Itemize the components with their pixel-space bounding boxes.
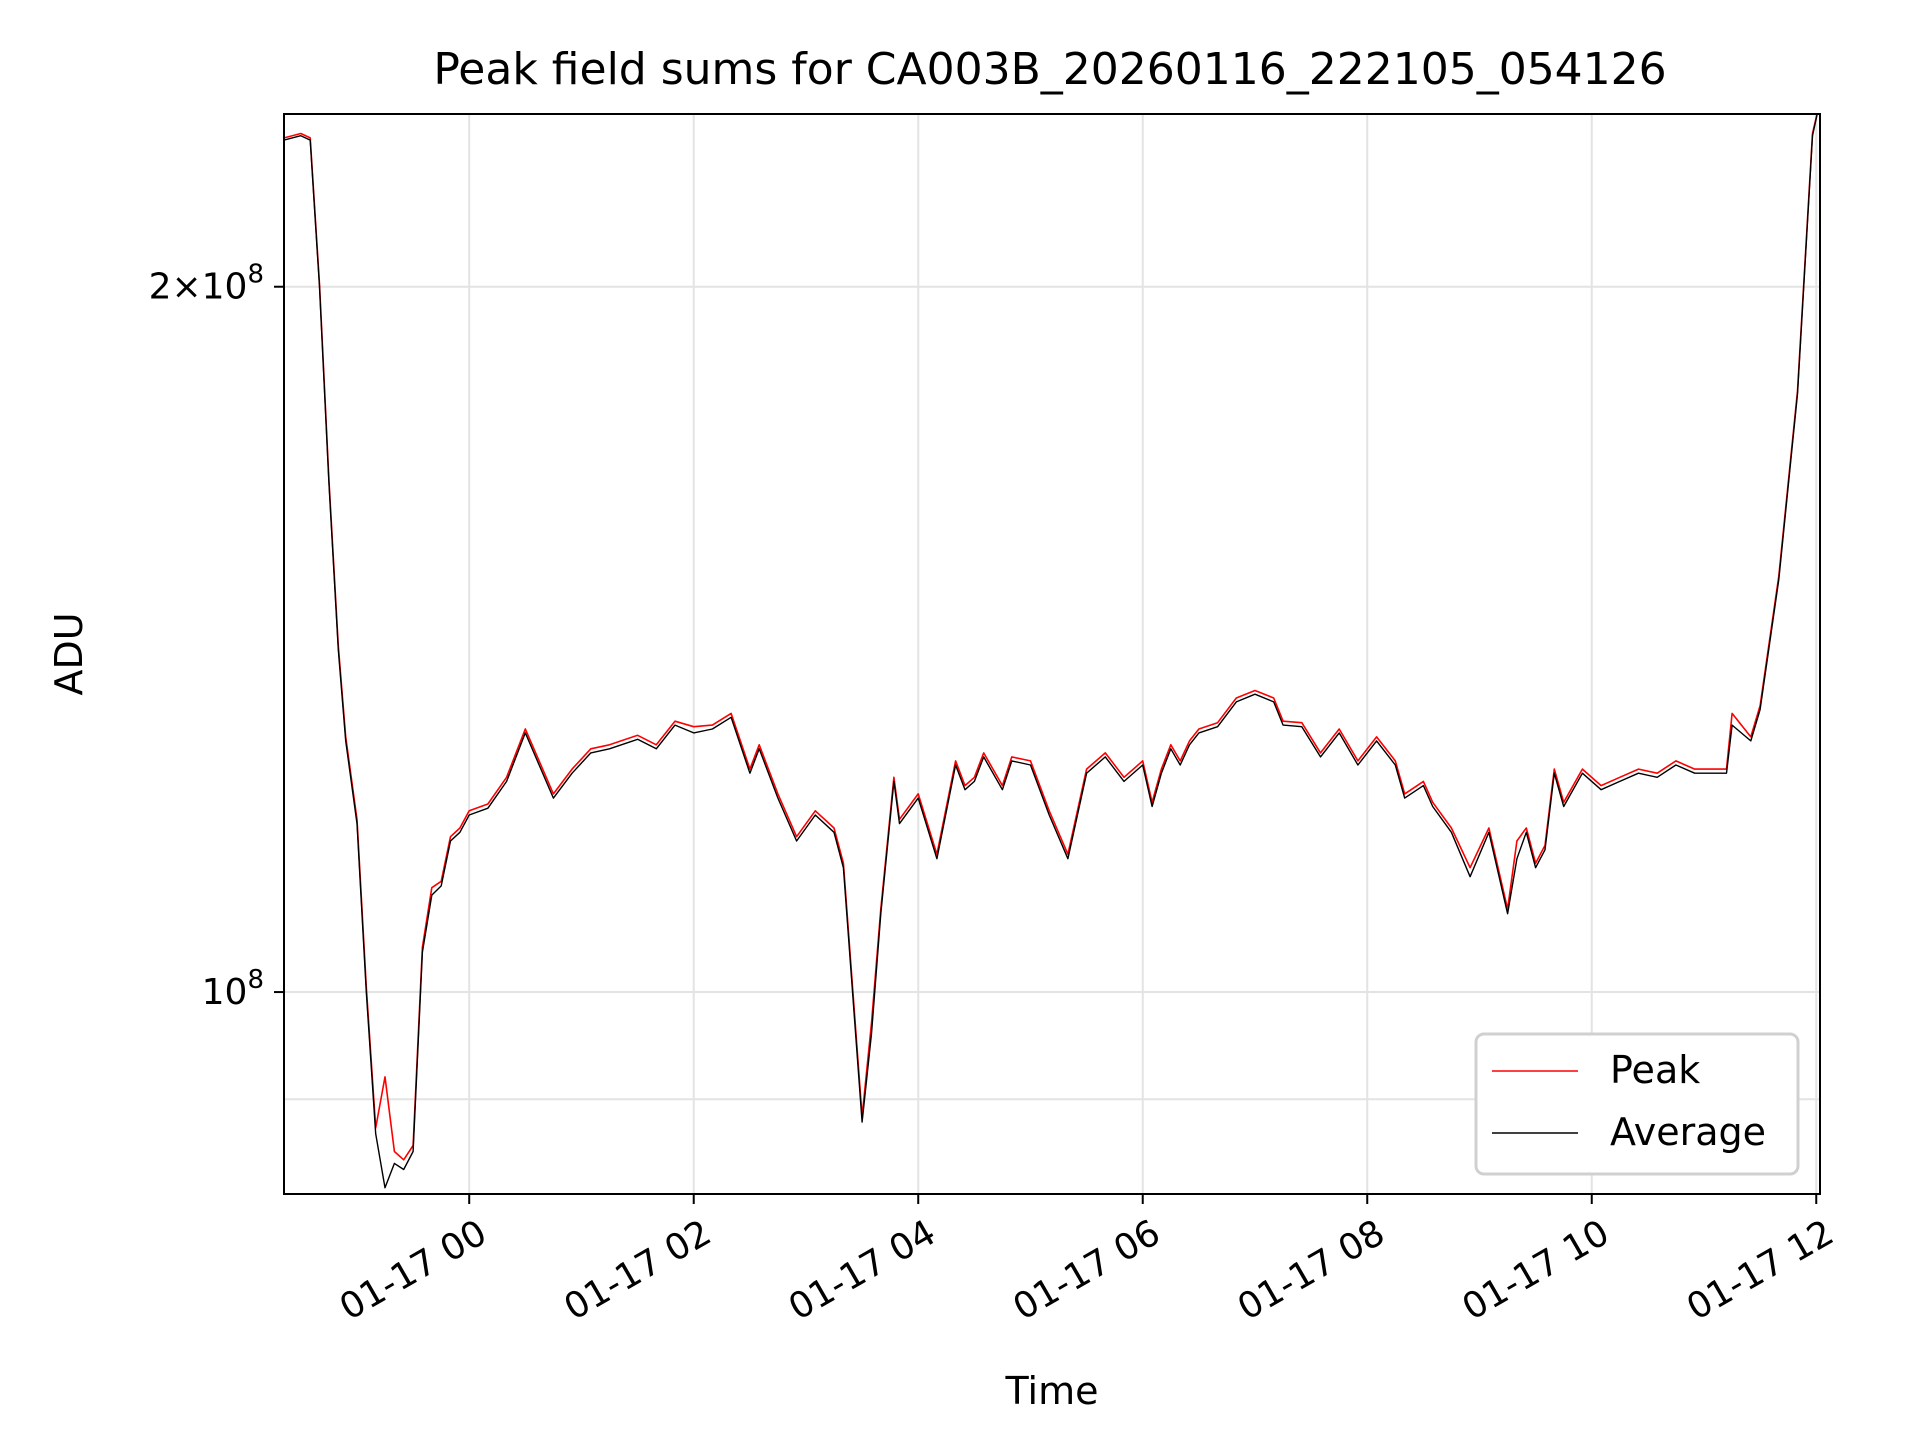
y-tick-label: 108 <box>202 965 264 1013</box>
x-tick-label: 01-17 06 <box>1007 1212 1168 1328</box>
x-tick-label: 01-17 10 <box>1456 1212 1617 1328</box>
x-tick-label: 01-17 04 <box>782 1212 943 1328</box>
plot-frame <box>283 113 1821 1195</box>
legend-label-average: Average <box>1610 1110 1766 1154</box>
chart-title: Peak field sums for CA003B_20260116_2221… <box>433 44 1666 95</box>
series-layer <box>284 114 1818 1189</box>
legend-box <box>1474 1032 1800 1176</box>
y-axis: 2×108 108 <box>149 260 284 1013</box>
legend: Peak Average <box>1474 1032 1800 1176</box>
series-line-peak <box>284 114 1818 1161</box>
x-tick-label: 01-17 02 <box>558 1212 719 1328</box>
x-axis: 01-17 00 01-17 02 01-17 04 01-17 06 01-17 08… <box>333 1194 1841 1329</box>
y-axis-label: ADU <box>47 612 91 695</box>
x-tick-label: 01-17 00 <box>333 1212 494 1328</box>
series-line-average <box>284 114 1818 1189</box>
x-tick-label: 01-17 12 <box>1680 1212 1841 1328</box>
x-tick-label: 01-17 08 <box>1231 1212 1392 1328</box>
y-tick-label: 2×108 <box>149 260 264 308</box>
grid <box>284 114 1820 1194</box>
x-axis-label: Time <box>1005 1369 1099 1413</box>
legend-label-peak: Peak <box>1610 1048 1700 1092</box>
